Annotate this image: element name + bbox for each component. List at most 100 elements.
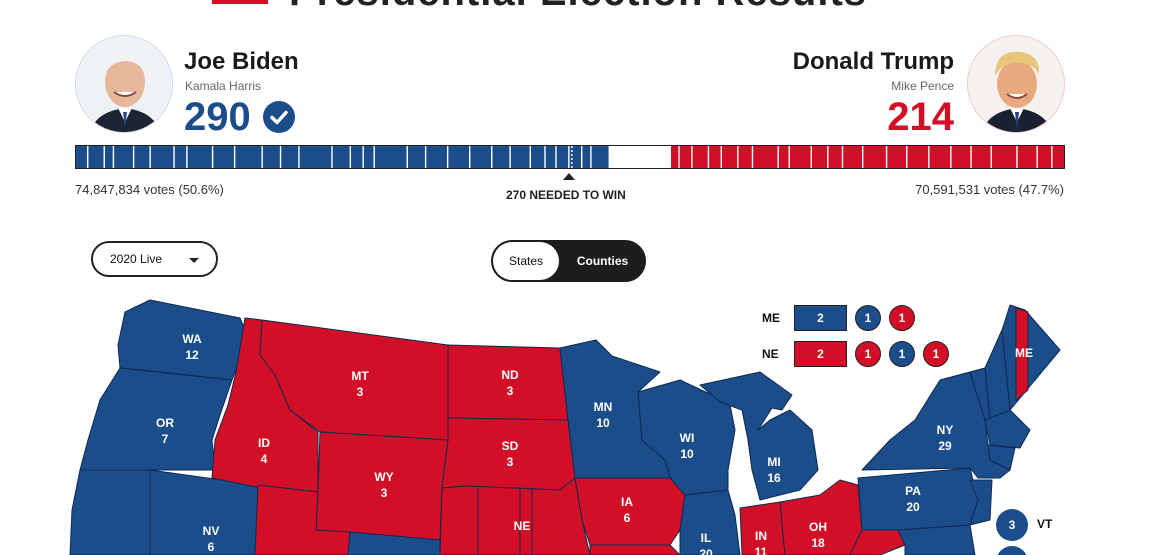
ev-bar-dem-divider: [590, 146, 592, 168]
label-mt-ev: 3: [357, 385, 364, 399]
label-ia-abbr: IA: [621, 495, 633, 509]
ev-bar-dem-divider: [373, 146, 375, 168]
me-at-large-box[interactable]: 2: [794, 305, 847, 331]
state-il[interactable]: [679, 489, 741, 555]
ev-bar-dem-divider: [568, 146, 570, 168]
state-mo[interactable]: [589, 544, 681, 555]
state-ma[interactable]: [984, 409, 1031, 449]
ev-bar-dem-divider: [544, 146, 546, 168]
label-pa-abbr: PA: [905, 484, 921, 498]
trump-avatar: [967, 35, 1065, 133]
ne-district-2[interactable]: 1: [889, 341, 915, 367]
ne-district-3[interactable]: 1: [923, 341, 949, 367]
ev-bar-rep-divider: [928, 146, 930, 168]
biden-name: Joe Biden: [184, 48, 299, 75]
state-me-district-2[interactable]: [1015, 307, 1029, 401]
label-wi-ev: 10: [680, 447, 694, 461]
ev-bar-dem-divider: [261, 146, 263, 168]
ev-bar-rep-divider: [990, 146, 992, 168]
label-or-ev: 7: [162, 432, 169, 446]
ev-bar-dem-segment: [76, 146, 609, 168]
ne-at-large-box[interactable]: 2: [794, 341, 847, 367]
label-id-abbr: ID: [258, 436, 270, 450]
label-nd-ev: 3: [507, 384, 514, 398]
ev-bar-dem-divider: [581, 146, 583, 168]
label-wy-ev: 3: [381, 486, 388, 500]
label-or-abbr: OR: [156, 416, 174, 430]
ev-bar-rep-divider: [970, 146, 972, 168]
me-districts: ME 2 1 1: [762, 305, 923, 331]
label-ny-abbr: NY: [937, 423, 954, 437]
ev-bar-rep-divider: [777, 146, 779, 168]
state-ne[interactable]: [439, 477, 591, 555]
year-select-value: 2020 Live: [110, 252, 163, 266]
label-il-abbr: IL: [701, 531, 712, 545]
toggle-states[interactable]: States: [493, 242, 559, 280]
toggle-counties[interactable]: Counties: [576, 254, 629, 268]
ne-district-1[interactable]: 1: [855, 341, 881, 367]
label-id-ev: 4: [261, 452, 268, 466]
state-ny[interactable]: [861, 371, 1011, 479]
ev-bar-rep-segment: [671, 146, 1064, 168]
ev-bar-dem-divider: [87, 146, 89, 168]
label-sd-abbr: SD: [502, 439, 519, 453]
state-wi[interactable]: [637, 379, 736, 496]
label-wy-abbr: WY: [374, 470, 393, 484]
ev-bar-dem-divider: [211, 146, 214, 168]
state-sd[interactable]: [441, 417, 576, 491]
ev-bar-dem-divider: [279, 146, 282, 168]
ev-bar-dem-divider: [331, 146, 333, 168]
state-pa[interactable]: [857, 467, 979, 531]
ev-bar-rep-divider: [841, 146, 844, 168]
ev-bar-rep-divider: [788, 146, 790, 168]
ev-bar-dem-divider: [491, 146, 493, 168]
biden-electoral-votes: 290: [184, 95, 251, 139]
ne-abbr: NE: [762, 347, 779, 361]
state-co[interactable]: [347, 531, 441, 555]
label-pa-ev: 20: [906, 500, 920, 514]
state-ct[interactable]: [987, 444, 1016, 471]
vt-abbr: VT: [1037, 517, 1053, 531]
ev-bar-dem-divider: [468, 146, 471, 168]
state-ca[interactable]: [69, 469, 151, 555]
ev-bar-dem-divider: [555, 146, 557, 168]
ev-bar-dem-divider: [529, 146, 531, 168]
ev-bar-dem-divider: [298, 146, 300, 168]
us-electoral-map: WA 12 OR 7 ID 4 MT 3 WY 3 ND 3 SD 3 MN 1…: [69, 299, 1061, 555]
ev-bar-rep-divider: [678, 146, 680, 168]
label-mn-abbr: MN: [594, 400, 613, 414]
biden-avatar: [75, 35, 173, 133]
label-wa-ev: 12: [185, 348, 199, 362]
state-nj[interactable]: [969, 479, 993, 526]
state-md[interactable]: [897, 524, 976, 555]
state-or[interactable]: [79, 367, 233, 471]
ev-bar-dem-divider: [149, 146, 151, 168]
me-abbr: ME: [762, 311, 780, 325]
state-nd[interactable]: [447, 344, 569, 421]
label-nd-abbr: ND: [501, 368, 519, 382]
label-nv-ev: 6: [208, 540, 215, 554]
ev-bar-rep-divider: [737, 146, 739, 168]
vt-ev-circle[interactable]: 3: [996, 509, 1028, 541]
year-select[interactable]: 2020 Live: [91, 241, 218, 277]
me-district-1[interactable]: 1: [855, 305, 881, 331]
ev-bar-dem-divider: [186, 146, 188, 168]
ev-bar-dem-divider: [132, 146, 135, 168]
ev-bar-dem-divider: [112, 146, 115, 168]
ev-bar-rep-divider: [751, 146, 754, 168]
ev-bar-rep-divider: [885, 146, 888, 168]
label-wa-abbr: WA: [182, 332, 202, 346]
state-mi[interactable]: [699, 371, 819, 501]
me-district-2[interactable]: 1: [889, 305, 915, 331]
ev-bar-rep-divider: [1051, 146, 1053, 168]
small-state-circle[interactable]: [996, 546, 1028, 555]
ev-bar-dem-divider: [406, 146, 408, 168]
state-in[interactable]: [739, 501, 786, 555]
ev-bar-rep-divider: [1036, 146, 1038, 168]
ev-bar-dem-divider: [349, 146, 352, 168]
ev-bar-dem-divider: [362, 146, 364, 168]
ev-bar-rep-divider: [950, 146, 952, 168]
label-wi-abbr: WI: [680, 431, 695, 445]
trump-portrait-icon: [968, 36, 1064, 132]
